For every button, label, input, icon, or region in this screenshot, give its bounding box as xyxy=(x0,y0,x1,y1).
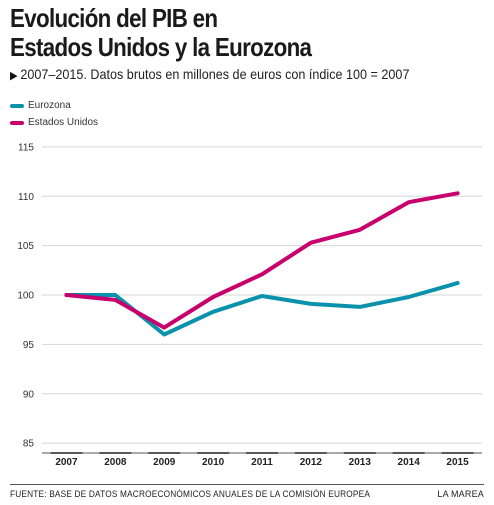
y-tick-label-115: 115 xyxy=(18,142,34,153)
x-tick-label-2014: 2014 xyxy=(398,457,421,468)
x-tick-label-2012: 2012 xyxy=(300,457,323,468)
source-note: FUENTE: BASE DE DATOS MACROECONÓMICOS AN… xyxy=(10,489,371,499)
x-tick-label-2011: 2011 xyxy=(251,457,273,468)
legend-item-estados-unidos: Estados Unidos xyxy=(10,114,98,131)
y-tick-label-110: 110 xyxy=(18,192,34,203)
subtitle-text: 2007–2015. Datos brutos en millones de e… xyxy=(20,66,410,82)
y-tick-label-100: 100 xyxy=(17,291,34,302)
x-tick-label-2013: 2013 xyxy=(349,457,372,468)
publisher-credit: LA MAREA xyxy=(437,489,484,499)
x-tick-label-2015: 2015 xyxy=(446,457,469,468)
x-tick-label-2010: 2010 xyxy=(202,457,225,468)
chart-subtitle: ▶ 2007–2015. Datos brutos en millones de … xyxy=(10,66,409,82)
legend-swatch-eurozona xyxy=(10,103,24,108)
y-tick-label-85: 85 xyxy=(23,439,35,450)
legend-item-eurozona: Eurozona xyxy=(10,97,98,114)
x-tick-label-2009: 2009 xyxy=(153,457,176,468)
title-line-1: Evolución del PIB en xyxy=(10,3,218,33)
legend-label-estados-unidos: Estados Unidos xyxy=(28,117,99,128)
x-tick-label-2008: 2008 xyxy=(104,457,127,468)
legend-label-eurozona: Eurozona xyxy=(28,100,71,111)
y-tick-label-90: 90 xyxy=(23,389,35,400)
y-tick-label-95: 95 xyxy=(23,340,35,351)
triangle-icon: ▶ xyxy=(10,70,18,82)
series-line-estados-unidos xyxy=(64,191,460,330)
title-line-2: Estados Unidos y la Eurozona xyxy=(10,32,312,62)
line-chart: 85 90 95 100 105 110 115 2007 2008 2009 2010 2011 20… xyxy=(17,142,482,468)
x-tick-label-2007: 2007 xyxy=(55,457,78,468)
legend-swatch-estados-unidos xyxy=(10,120,24,125)
chart-title: Evolución del PIB en Estados Unidos y la… xyxy=(10,3,312,62)
y-tick-label-105: 105 xyxy=(17,241,34,252)
legend: Eurozona Estados Unidos xyxy=(10,97,98,131)
footer: FUENTE: BASE DE DATOS MACROECONÓMICOS AN… xyxy=(10,484,484,499)
series-line-eurozona xyxy=(64,281,460,337)
